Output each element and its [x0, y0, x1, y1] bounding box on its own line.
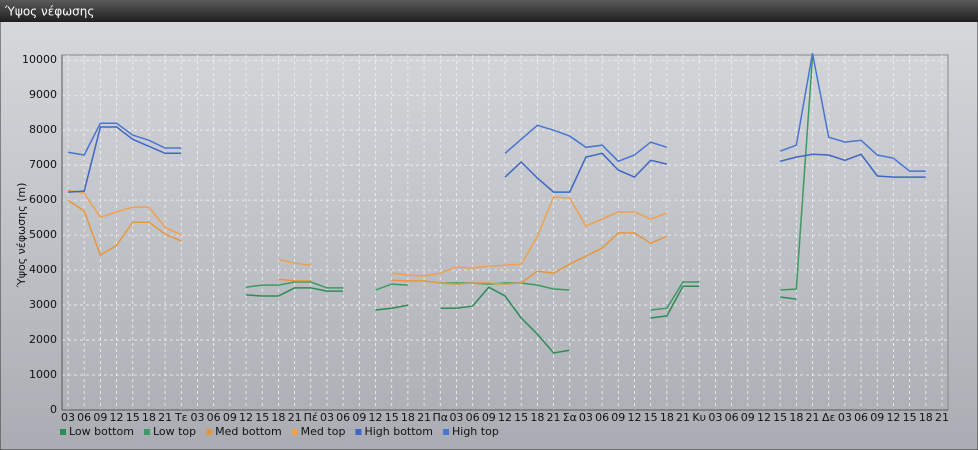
- legend-swatch: [206, 429, 213, 435]
- legend-label: Low top: [153, 425, 196, 438]
- x-tick-label: 09: [611, 411, 625, 424]
- x-tick-label: Πα: [432, 411, 448, 424]
- x-tick-label: 18: [530, 411, 544, 424]
- y-tick-label: 10000: [22, 53, 57, 66]
- legend-swatch: [60, 429, 66, 435]
- x-tick-label: Σα: [563, 411, 577, 424]
- legend-label: Med top: [301, 425, 346, 438]
- y-tick-label: 3000: [29, 298, 57, 311]
- x-tick-label: 12: [757, 411, 771, 424]
- y-tick-label: 8000: [29, 123, 57, 136]
- x-tick-label: 15: [773, 411, 787, 424]
- series-line: [245, 285, 797, 354]
- x-tick-label: 09: [741, 411, 755, 424]
- x-tick-label: 18: [401, 411, 415, 424]
- x-tick-label: 03: [579, 411, 593, 424]
- x-tick-label: 12: [627, 411, 641, 424]
- chart-title: Ύψος νέφωσης: [4, 5, 94, 19]
- x-tick-label: Δε: [822, 411, 836, 424]
- y-tick-label: 7000: [29, 158, 57, 171]
- y-tick-label: 1000: [29, 368, 57, 381]
- x-tick-label: 21: [547, 411, 561, 424]
- x-tick-label: 03: [708, 411, 722, 424]
- x-tick-label: 03: [449, 411, 463, 424]
- legend-swatch: [291, 429, 298, 435]
- x-tick-label: 12: [239, 411, 253, 424]
- series-line: [245, 56, 814, 311]
- x-tick-label: 12: [110, 411, 124, 424]
- x-tick-label: 15: [385, 411, 399, 424]
- x-tick-label: 18: [789, 411, 803, 424]
- x-tick-label: 09: [93, 411, 107, 424]
- x-tick-label: 18: [142, 411, 156, 424]
- x-tick-label: 09: [223, 411, 237, 424]
- legend-swatch: [443, 429, 449, 435]
- series-line: [67, 126, 926, 193]
- x-tick-label: 06: [77, 411, 91, 424]
- legend-label: Low bottom: [69, 425, 134, 438]
- x-tick-label: 15: [514, 411, 528, 424]
- x-tick-label: 15: [126, 411, 140, 424]
- series-line: [67, 53, 926, 172]
- x-tick-label: 15: [644, 411, 658, 424]
- x-tick-label: 03: [320, 411, 334, 424]
- x-tick-label: 09: [870, 411, 884, 424]
- x-tick-label: 12: [498, 411, 512, 424]
- x-tick-label: 06: [725, 411, 739, 424]
- legend-label: High bottom: [364, 425, 433, 438]
- y-tick-label: 0: [50, 403, 57, 416]
- x-tick-label: 03: [61, 411, 75, 424]
- x-tick-label: 03: [190, 411, 204, 424]
- x-tick-label: 21: [676, 411, 690, 424]
- x-tick-label: Τε: [174, 411, 188, 424]
- x-tick-label: 09: [482, 411, 496, 424]
- legend-swatch: [143, 429, 150, 435]
- x-tick-label: 06: [466, 411, 480, 424]
- series-line: [67, 189, 668, 277]
- x-tick-label: 18: [271, 411, 285, 424]
- y-tick-label: 5000: [29, 228, 57, 241]
- y-tick-label: 4000: [29, 263, 57, 276]
- x-tick-label: Κυ: [692, 411, 706, 424]
- x-tick-label: 21: [288, 411, 302, 424]
- x-tick-label: 06: [595, 411, 609, 424]
- x-tick-label: 21: [806, 411, 820, 424]
- x-tick-label: 09: [352, 411, 366, 424]
- y-tick-label: 9000: [29, 88, 57, 101]
- x-tick-label: 21: [417, 411, 431, 424]
- x-tick-label: 15: [255, 411, 269, 424]
- legend-label: Med bottom: [215, 425, 282, 438]
- x-tick-label: 06: [336, 411, 350, 424]
- x-tick-label: 06: [207, 411, 221, 424]
- x-tick-label: 18: [660, 411, 674, 424]
- x-tick-label: Πέ: [304, 411, 318, 424]
- series-line: [67, 199, 668, 285]
- x-tick-label: 21: [158, 411, 172, 424]
- legend-label: High top: [452, 425, 499, 438]
- x-tick-label: 12: [369, 411, 383, 424]
- x-tick-label: 12: [886, 411, 900, 424]
- x-tick-label: 18: [919, 411, 933, 424]
- x-tick-label: 15: [903, 411, 917, 424]
- x-tick-label: 21: [935, 411, 949, 424]
- y-tick-label: 2000: [29, 333, 57, 346]
- legend-swatch: [355, 429, 362, 435]
- x-tick-label: 03: [838, 411, 852, 424]
- y-tick-label: 6000: [29, 193, 57, 206]
- y-axis-label: Ύψος νέφωσης (m): [15, 183, 28, 289]
- title-bar: [0, 0, 978, 22]
- x-tick-label: 06: [854, 411, 868, 424]
